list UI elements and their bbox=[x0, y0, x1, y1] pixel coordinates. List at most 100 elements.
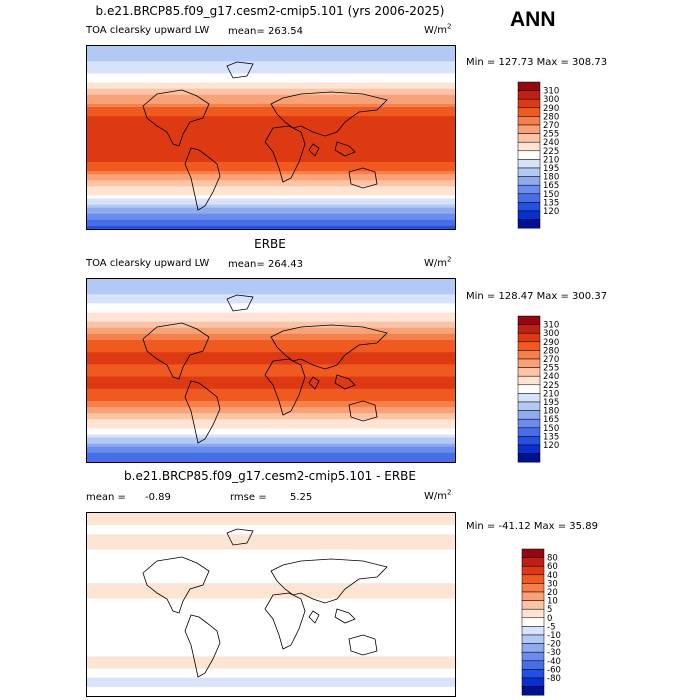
map-band bbox=[87, 404, 455, 408]
map-band bbox=[87, 607, 455, 612]
colorbar-tick-label: 300 bbox=[543, 329, 559, 339]
map-band bbox=[87, 689, 455, 694]
map-band bbox=[87, 373, 455, 378]
coastline bbox=[226, 528, 254, 546]
coastline bbox=[142, 89, 210, 147]
map-band bbox=[87, 385, 455, 390]
map-band bbox=[87, 52, 455, 56]
colorbar-tick-label: -60 bbox=[547, 665, 561, 675]
map-band bbox=[87, 321, 455, 326]
units-text: W/m bbox=[424, 25, 447, 36]
colorbar-swatch bbox=[521, 660, 545, 670]
colorbar-tick-label: 40 bbox=[547, 571, 558, 581]
map-band bbox=[87, 49, 455, 53]
map-band bbox=[87, 425, 455, 430]
map-band bbox=[87, 346, 455, 350]
units-superscript: 2 bbox=[447, 255, 452, 264]
map-band bbox=[87, 222, 455, 227]
map-band bbox=[87, 583, 455, 587]
map-band bbox=[87, 177, 455, 181]
map-band bbox=[87, 340, 455, 344]
diff-map bbox=[86, 512, 456, 697]
colorbar-tick-label: 150 bbox=[543, 190, 559, 200]
mean-label: mean= bbox=[228, 259, 265, 270]
colorbar-swatch bbox=[517, 90, 541, 100]
map-band bbox=[87, 107, 455, 111]
colorbar-swatch bbox=[517, 210, 541, 220]
map-band bbox=[87, 674, 455, 679]
colorbar-swatch bbox=[517, 358, 541, 368]
map-band bbox=[87, 680, 455, 685]
colorbar-tick-label: 280 bbox=[543, 112, 559, 122]
map-band bbox=[87, 428, 455, 433]
map-band bbox=[87, 546, 455, 551]
map-band bbox=[87, 555, 455, 560]
colorbar-swatch bbox=[517, 315, 541, 325]
min-max-label: Min = -41.12 Max = 35.89 bbox=[466, 521, 598, 532]
map-band bbox=[87, 665, 455, 670]
colorbar-tick-label: 225 bbox=[543, 147, 559, 157]
map-band bbox=[87, 192, 455, 197]
map-band bbox=[87, 561, 455, 566]
map-band bbox=[87, 376, 455, 381]
map-band bbox=[87, 407, 455, 411]
map-band bbox=[87, 525, 455, 529]
map-band bbox=[87, 413, 455, 417]
colorbar-tick-label: -5 bbox=[547, 622, 555, 632]
colorbar-tick-label: 0 bbox=[547, 614, 552, 624]
rmse-value: 5.25 bbox=[290, 492, 313, 503]
map-band bbox=[87, 549, 455, 554]
map-band bbox=[87, 131, 455, 136]
map-band bbox=[87, 458, 455, 462]
map-band bbox=[87, 431, 455, 436]
map-band bbox=[87, 364, 455, 369]
map-band bbox=[87, 656, 455, 660]
coastline bbox=[264, 125, 306, 183]
map-band bbox=[87, 455, 455, 460]
colorbar-swatch bbox=[521, 600, 545, 610]
map-band bbox=[87, 134, 455, 139]
map-band bbox=[87, 70, 455, 75]
colorbar-swatch bbox=[517, 98, 541, 109]
colorbar-swatch bbox=[517, 167, 541, 177]
map-band bbox=[87, 379, 455, 384]
model-map bbox=[86, 45, 456, 230]
map-band bbox=[87, 401, 455, 405]
map-band bbox=[87, 213, 455, 218]
map-band bbox=[87, 543, 455, 548]
model-colorbar: 3103002902802702552402252101951801651501… bbox=[517, 81, 559, 229]
map-band bbox=[87, 516, 455, 520]
colorbar-swatch bbox=[517, 133, 541, 143]
colorbar-swatch bbox=[517, 418, 541, 429]
map-band bbox=[87, 352, 455, 356]
map-band bbox=[87, 186, 455, 190]
map-band bbox=[87, 598, 455, 603]
map-band bbox=[87, 610, 455, 615]
map-band bbox=[87, 391, 455, 396]
panel-title: ERBE bbox=[254, 237, 286, 251]
map-band bbox=[87, 343, 455, 347]
colorbar-tick-label: 255 bbox=[543, 364, 559, 374]
colorbar-swatch bbox=[517, 341, 541, 351]
map-band bbox=[87, 174, 455, 178]
colorbar-swatch bbox=[517, 124, 541, 134]
units-superscript: 2 bbox=[447, 488, 452, 497]
panel-title: b.e21.BRCP85.f09_g17.cesm2-cmip5.101 - E… bbox=[124, 469, 416, 483]
map-band bbox=[87, 333, 455, 338]
map-band bbox=[87, 279, 455, 283]
map-band bbox=[87, 528, 455, 532]
map-band bbox=[87, 146, 455, 151]
map-band bbox=[87, 168, 455, 172]
colorbar-swatch bbox=[517, 367, 541, 377]
map-band bbox=[87, 125, 455, 129]
coastline bbox=[226, 294, 254, 312]
colorbar-tick-label: 180 bbox=[543, 173, 559, 183]
colorbar-tick-label: 255 bbox=[543, 130, 559, 140]
units-text: W/m bbox=[424, 258, 447, 269]
coastline bbox=[142, 556, 210, 614]
coastline bbox=[184, 380, 221, 444]
coastline bbox=[264, 592, 306, 650]
map-band bbox=[87, 143, 455, 148]
colorbar-swatch bbox=[517, 444, 541, 454]
map-band bbox=[87, 318, 455, 323]
